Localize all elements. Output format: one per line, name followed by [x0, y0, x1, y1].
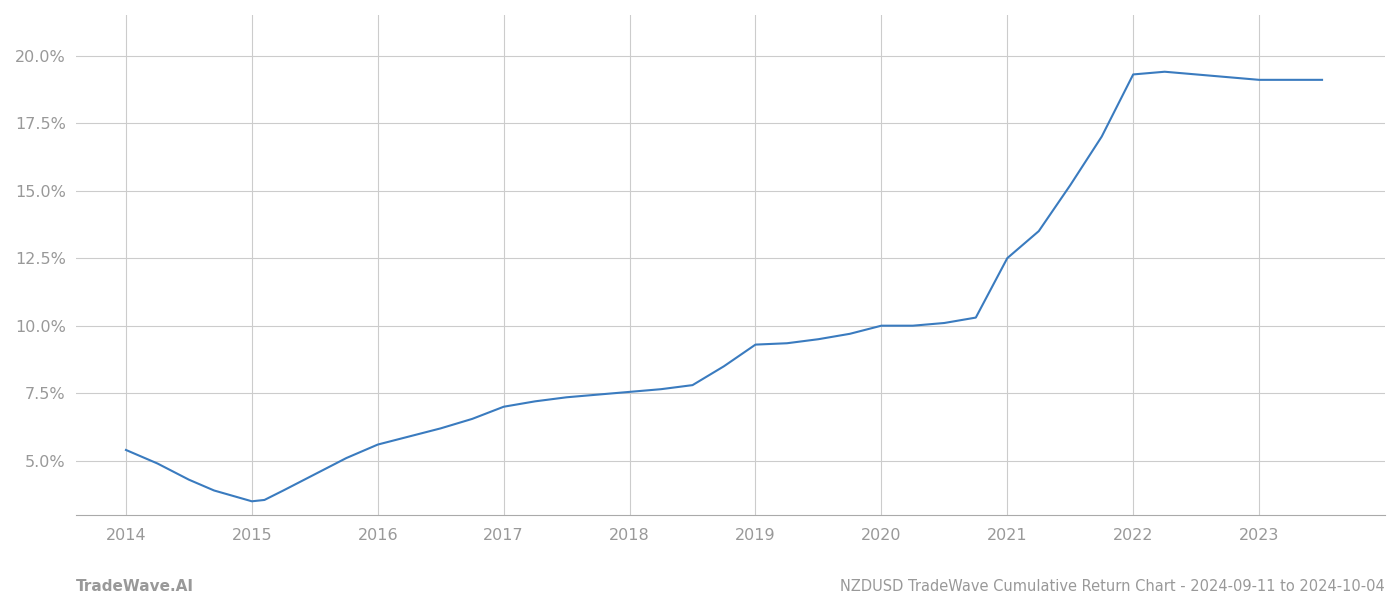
Text: NZDUSD TradeWave Cumulative Return Chart - 2024-09-11 to 2024-10-04: NZDUSD TradeWave Cumulative Return Chart…: [840, 579, 1385, 594]
Text: TradeWave.AI: TradeWave.AI: [76, 579, 193, 594]
